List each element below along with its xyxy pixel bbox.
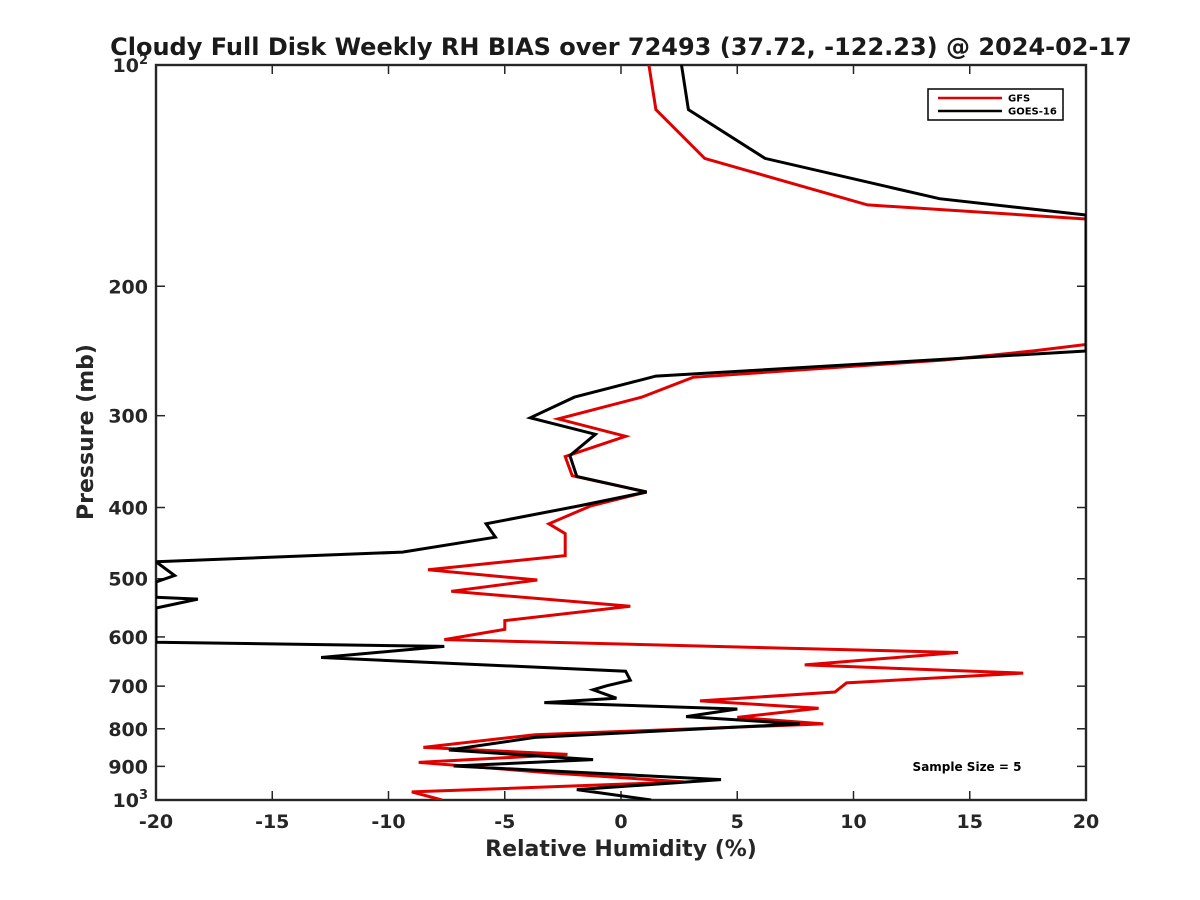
- x-tick-label: 20: [1073, 811, 1099, 833]
- y-tick-label: 600: [108, 627, 148, 649]
- legend-label: GFS: [1008, 94, 1030, 105]
- x-tick-label: -5: [494, 811, 515, 833]
- series-layer: [156, 65, 1086, 800]
- y-tick-label: 700: [108, 676, 148, 698]
- y-tick-label: 800: [108, 719, 148, 741]
- y-tick-label: 500: [108, 569, 148, 591]
- legend-box: [927, 88, 1064, 121]
- plot-area: -20 -15 -10 -5 0 5 10 15 20 102 200 300 400 500 600 70…: [108, 53, 1099, 833]
- x-tick-label: 10: [840, 811, 866, 833]
- y-axis-label: Pressure (mb): [74, 344, 99, 520]
- series-line-goes-16: [156, 65, 1086, 800]
- x-tick-label: -20: [139, 811, 173, 833]
- x-tick-label: 15: [957, 811, 983, 833]
- x-tick-label: 0: [614, 811, 627, 833]
- y-tick-label: 103: [113, 788, 149, 812]
- x-tick-label: 5: [731, 811, 744, 833]
- y-tick-label: 102: [113, 53, 149, 77]
- x-tick-label: -10: [371, 811, 405, 833]
- x-axis-label: Relative Humidity (%): [485, 837, 757, 862]
- y-tick-label: 200: [108, 276, 148, 298]
- y-tick-label: 900: [108, 756, 148, 778]
- y-axis: 102 200 300 400 500 600 700 800 900 103: [108, 53, 1086, 812]
- sample-size-annotation: Sample Size = 5: [913, 760, 1022, 774]
- x-axis: -20 -15 -10 -5 0 5 10 15 20: [139, 65, 1099, 833]
- y-tick-label: 300: [108, 406, 148, 428]
- y-tick-label: 400: [108, 498, 148, 520]
- chart-title: Cloudy Full Disk Weekly RH BIAS over 724…: [110, 33, 1132, 61]
- legend-label: GOES-16: [1008, 107, 1057, 118]
- x-tick-label: -15: [255, 811, 289, 833]
- legend: GFS GOES-16: [927, 88, 1064, 121]
